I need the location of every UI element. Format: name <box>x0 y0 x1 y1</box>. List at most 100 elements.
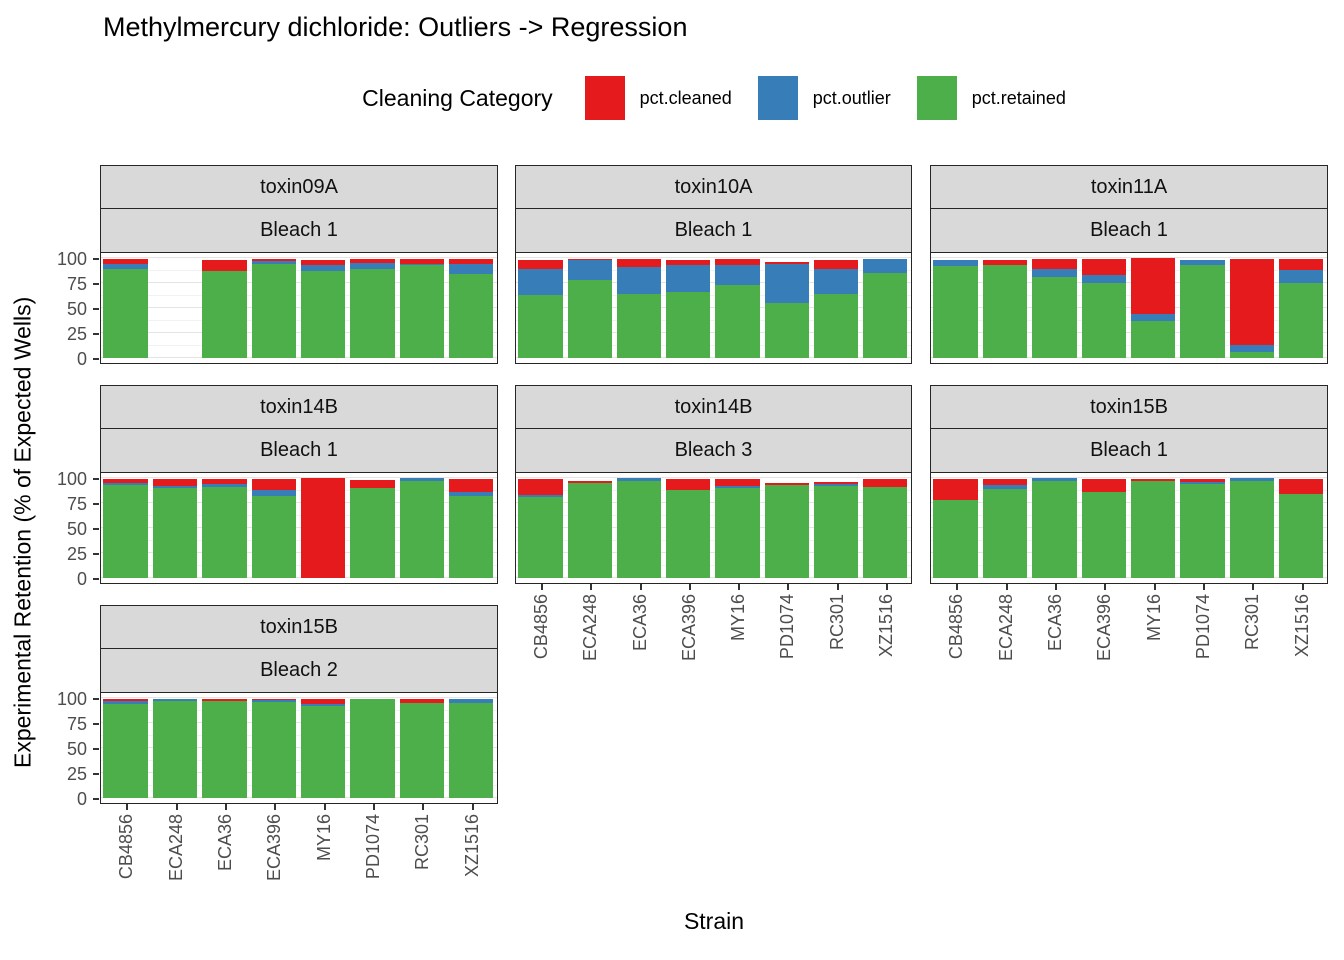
bar-segment-retained-eca36 <box>1032 481 1077 579</box>
bar-segment-cleaned-cb4856 <box>103 479 148 484</box>
x-axis-tick <box>1104 584 1107 591</box>
x-axis-tick-label-eca36: ECA36 <box>1044 593 1065 651</box>
bar-segment-outlier-rc301 <box>813 269 859 295</box>
gridline-minor <box>516 564 911 566</box>
bar-segment-outlier-my16 <box>300 704 346 707</box>
bar-segment-retained-eca248 <box>567 280 612 359</box>
facet-strip-bleach: Bleach 1 <box>930 208 1328 254</box>
bar-segment-retained-xz1516 <box>448 274 494 359</box>
bar-segment-retained-eca36 <box>202 701 247 799</box>
y-axis-tick-label: 0 <box>76 568 87 589</box>
legend-label-cleaned: pct.cleaned <box>639 87 732 108</box>
plot-area <box>515 251 912 364</box>
gridline-major <box>516 282 911 284</box>
y-axis-tick-label: 25 <box>66 543 87 564</box>
gridline-major <box>516 357 911 359</box>
bar-segment-cleaned-cb4856 <box>103 259 148 265</box>
bar-segment-cleaned-eca36 <box>202 699 247 702</box>
bar-segment-outlier-eca248 <box>152 699 198 702</box>
y-axis-tick <box>93 722 100 725</box>
bar-segment-cleaned-rc301 <box>813 482 859 485</box>
x-axis-tick <box>373 804 376 811</box>
bar-segment-retained-cb4856 <box>103 485 148 579</box>
gridline-major <box>931 577 1327 579</box>
bar-segment-retained-cb4856 <box>933 266 978 359</box>
y-axis-tick <box>93 257 100 260</box>
bar-segment-outlier-rc301 <box>1229 345 1274 353</box>
bar-segment-outlier-xz1516 <box>448 492 494 497</box>
bar-segment-cleaned-eca248 <box>982 260 1028 266</box>
bar-segment-retained-eca248 <box>567 483 612 579</box>
gridline-major <box>931 527 1327 529</box>
legend-label-outlier: pct.outlier <box>812 87 891 108</box>
gridline-major <box>101 282 497 284</box>
bar-segment-outlier-eca396 <box>1081 275 1126 284</box>
x-axis-tick-label-eca248: ECA248 <box>995 593 1016 661</box>
bar-segment-retained-xz1516 <box>448 703 494 799</box>
bar-segment-cleaned-my16 <box>300 699 346 705</box>
bar-segment-cleaned-my16 <box>1130 479 1176 482</box>
x-axis-tick-label-eca248: ECA248 <box>165 813 186 881</box>
y-axis-tick-label: 75 <box>66 273 87 294</box>
gridline-minor <box>931 344 1327 346</box>
bar-segment-retained-my16 <box>300 706 346 799</box>
gridline-minor <box>516 319 911 321</box>
bar-segment-retained-cb4856 <box>933 500 978 579</box>
bar-segment-outlier-xz1516 <box>863 259 908 274</box>
plot-area: CB4856 ECA248 ECA36 ECA396 MY16 PD1074 RC301 XZ… <box>930 471 1328 661</box>
facet-panel-toxin10a-bleach-1: toxin10A Bleach 1 <box>515 165 912 364</box>
bar-segment-retained-xz1516 <box>863 487 908 579</box>
x-axis-tick <box>688 584 691 591</box>
bar-segment-outlier-my16 <box>715 486 760 489</box>
bar-segment-cleaned-eca248 <box>152 479 198 487</box>
bar-segment-outlier-rc301 <box>399 264 444 266</box>
gridline-major <box>931 307 1327 309</box>
y-axis-tick-label: 0 <box>76 348 87 369</box>
facet-panel-toxin14b-bleach-3: toxin14B Bleach 3 CB4856 ECA248 ECA36 ECA396 M… <box>515 385 912 661</box>
bar-segment-retained-rc301 <box>399 703 444 799</box>
bar-segment-cleaned-eca396 <box>1081 259 1126 276</box>
bar-segment-outlier-cb4856 <box>103 264 148 270</box>
x-axis-tick <box>836 584 839 591</box>
facet-strip-toxin: toxin10A <box>515 165 912 210</box>
facet-panel-toxin15b-bleach-2: toxin15B Bleach 2 100 75 50 25 0 CB4856 ECA248 EC… <box>57 605 498 881</box>
y-axis-title: Experimental Retention (% of Expected We… <box>9 296 36 768</box>
facet-panel-toxin09a-bleach-1: toxin09A Bleach 1 100 75 50 25 0 <box>57 165 498 368</box>
gridline-major <box>931 552 1327 554</box>
bar-segment-retained-eca248 <box>982 489 1028 579</box>
bar-segment-outlier-pd1074 <box>764 264 809 304</box>
bar-segment-retained-cb4856 <box>103 704 148 799</box>
gridline-major <box>516 552 911 554</box>
bar-segment-retained-xz1516 <box>1278 494 1324 579</box>
facet-strip-toxin: toxin09A <box>100 165 498 210</box>
gridline-minor <box>931 514 1327 516</box>
plot-area: CB4856 ECA248 ECA36 ECA396 MY16 PD1074 RC301 XZ… <box>515 471 912 661</box>
bar-segment-retained-pd1074 <box>1180 265 1225 359</box>
bar-segment-cleaned-xz1516 <box>1278 259 1324 271</box>
gridline-major <box>101 477 497 479</box>
y-axis-tick <box>93 772 100 775</box>
gridline-minor <box>101 734 497 736</box>
y-axis-tick-label: 50 <box>66 298 87 319</box>
bar-segment-cleaned-rc301 <box>399 699 444 704</box>
y-axis-tick <box>93 797 100 800</box>
bar-segment-outlier-xz1516 <box>448 699 494 704</box>
x-axis-tick-label-eca248: ECA248 <box>580 593 601 661</box>
x-axis-tick-label-my16: MY16 <box>313 813 334 861</box>
bar-segment-cleaned-rc301 <box>1229 259 1274 346</box>
gridline-major <box>101 502 497 504</box>
bar-segment-retained-eca396 <box>251 702 296 799</box>
bar-segment-retained-pd1074 <box>350 269 395 359</box>
bar-segment-retained-pd1074 <box>764 303 809 359</box>
y-axis-tick-label: 100 <box>56 688 87 709</box>
gridline-major <box>516 477 911 479</box>
bar-segment-outlier-pd1074 <box>1180 482 1225 485</box>
bar-segment-cleaned-my16 <box>715 259 760 266</box>
y-axis-tick-label: 100 <box>56 248 87 269</box>
x-axis-tick-label-my16: MY16 <box>728 593 749 641</box>
y-axis-tick-label: 25 <box>66 763 87 784</box>
gridline-major <box>516 577 911 579</box>
y-axis-tick <box>93 477 100 480</box>
x-axis-tick-label-pd1074: PD1074 <box>1193 593 1214 659</box>
gridline-major <box>101 357 497 359</box>
